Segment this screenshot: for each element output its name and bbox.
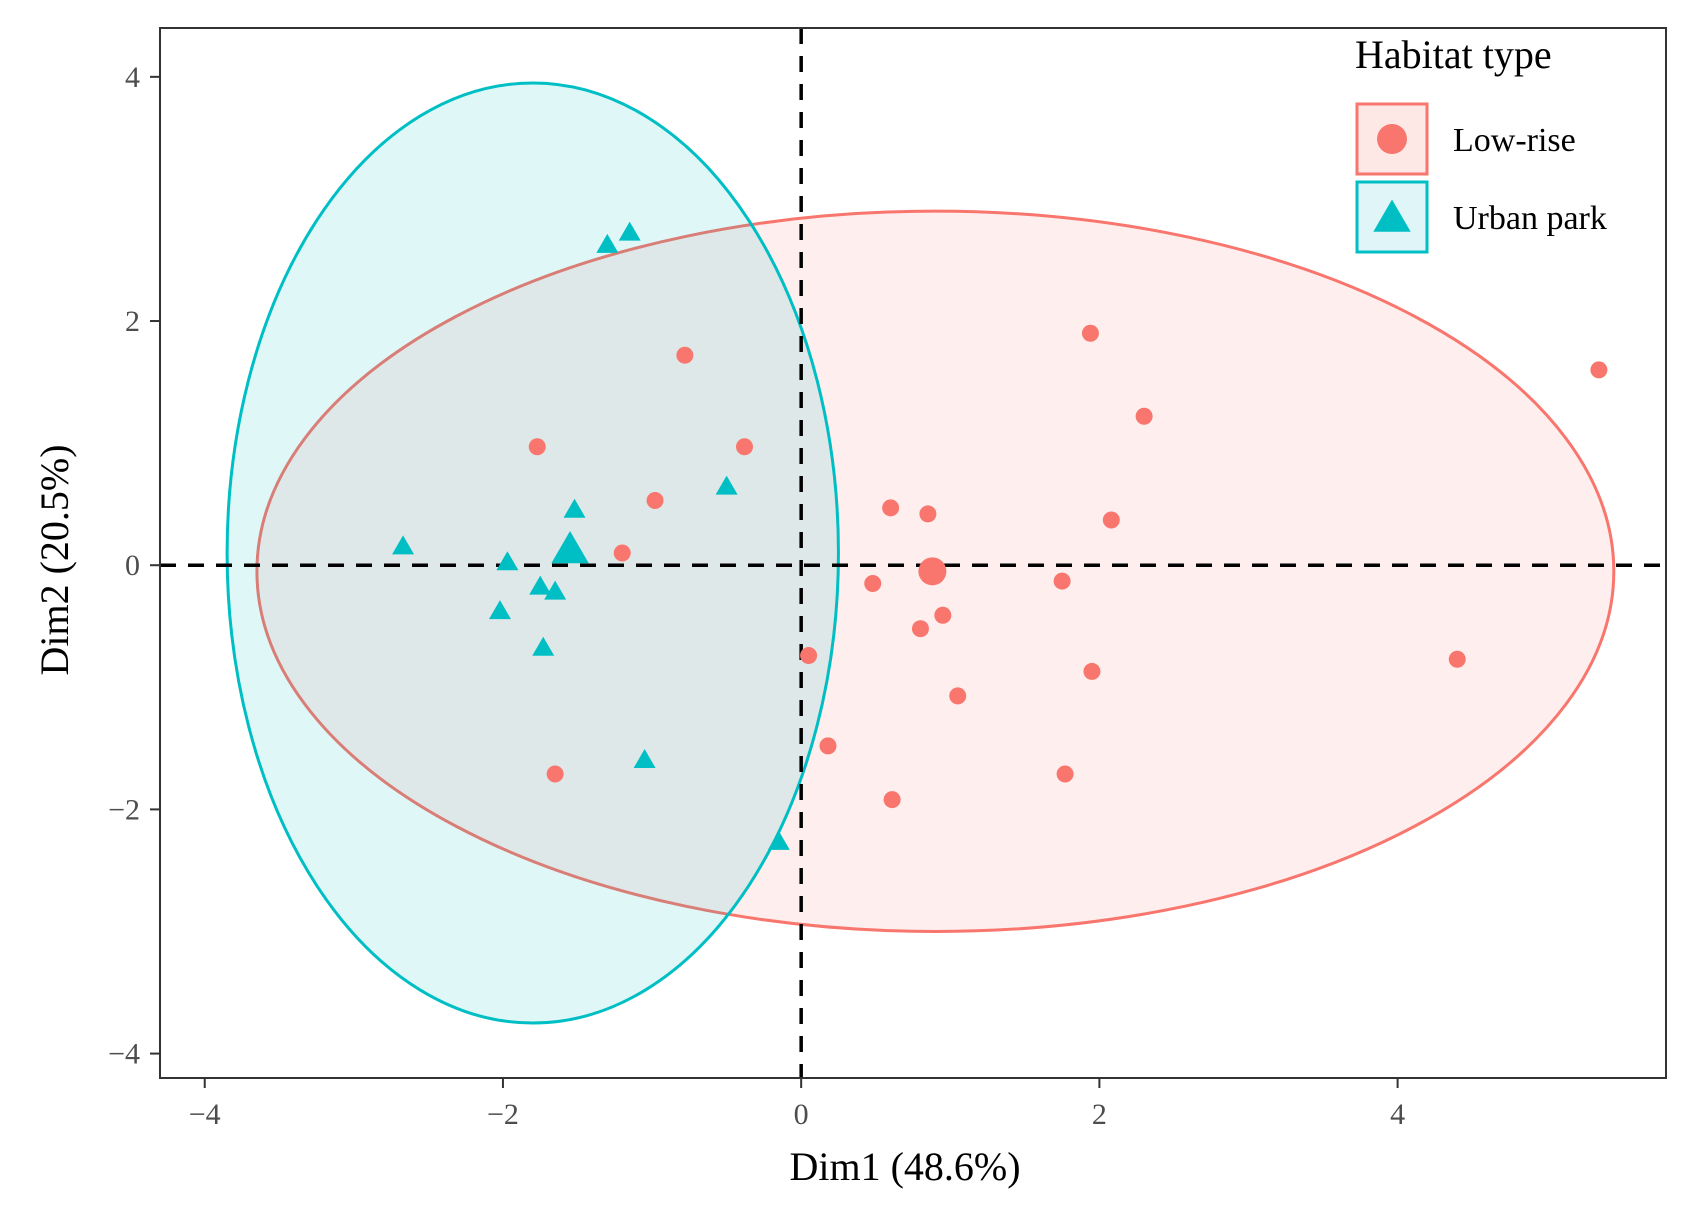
reference-lines: [160, 28, 1666, 1078]
point-0-3: [1135, 407, 1153, 425]
centroid-1: [551, 531, 589, 564]
point-0-8: [919, 505, 937, 523]
legend-title: Habitat type: [1355, 32, 1552, 77]
point-1-2: [715, 475, 738, 495]
point-1-8: [488, 600, 511, 620]
legend-label-1: Urban park: [1453, 200, 1607, 237]
point-0-9: [1102, 511, 1120, 529]
point-0-2: [1590, 361, 1608, 379]
point-1-6: [529, 575, 552, 595]
point-0-14: [911, 620, 929, 638]
point-0-5: [736, 438, 754, 456]
ellipse-1: [225, 81, 840, 1025]
x-tick-label-0: −4: [189, 1098, 221, 1131]
data-points: [392, 221, 1608, 850]
point-0-19: [819, 737, 837, 755]
point-0-15: [800, 647, 818, 665]
point-0-22: [883, 791, 901, 809]
x-tick-label-4: 4: [1390, 1098, 1405, 1131]
point-0-18: [949, 687, 967, 705]
point-1-9: [532, 636, 555, 656]
y-tick-label-0: −4: [108, 1038, 140, 1071]
x-tick-label-2: 0: [794, 1098, 809, 1131]
point-1-1: [618, 221, 641, 241]
legend: Habitat type Low-rise Urban park: [1355, 32, 1607, 254]
point-1-0: [596, 233, 619, 253]
legend-label-0: Low-rise: [1453, 122, 1576, 159]
group-centroids: [551, 531, 947, 586]
point-0-16: [1083, 662, 1101, 680]
legend-marker-1: [1373, 199, 1411, 232]
plot-panel-border: [159, 27, 1667, 1079]
point-0-11: [864, 575, 882, 593]
legend-item-1: Urban park: [1355, 180, 1607, 254]
legend-item-0: Low-rise: [1355, 102, 1576, 176]
point-0-20: [546, 765, 564, 783]
point-0-10: [613, 544, 631, 562]
y-tick-label-2: 0: [125, 549, 140, 582]
y-axis-title: Dim2 (20.5%): [32, 444, 77, 675]
point-0-13: [934, 606, 952, 624]
point-1-5: [496, 551, 519, 571]
point-0-0: [676, 346, 694, 364]
axes: −4 −2 0 2 4 −4 −2 0 2 4: [108, 61, 1405, 1131]
y-tick-label-3: 2: [125, 305, 140, 338]
point-1-3: [563, 498, 586, 518]
x-tick-label-3: 2: [1092, 1098, 1107, 1131]
point-0-6: [646, 492, 664, 509]
legend-marker-0: [1377, 124, 1407, 154]
point-0-21: [1056, 765, 1074, 783]
point-1-11: [767, 830, 790, 850]
point-1-10: [633, 749, 656, 769]
point-0-17: [1448, 650, 1466, 668]
point-0-4: [528, 438, 546, 456]
point-0-7: [882, 499, 900, 517]
y-tick-label-4: 4: [125, 61, 140, 94]
point-0-1: [1081, 324, 1099, 342]
point-0-12: [1053, 572, 1071, 590]
y-tick-label-1: −2: [108, 793, 140, 826]
centroid-0: [918, 557, 947, 586]
point-1-7: [544, 580, 567, 600]
legend-items: Low-rise Urban park: [1355, 102, 1607, 254]
x-axis-title: Dim1 (48.6%): [789, 1144, 1020, 1189]
point-1-4: [392, 535, 415, 555]
x-tick-label-1: −2: [487, 1098, 519, 1131]
